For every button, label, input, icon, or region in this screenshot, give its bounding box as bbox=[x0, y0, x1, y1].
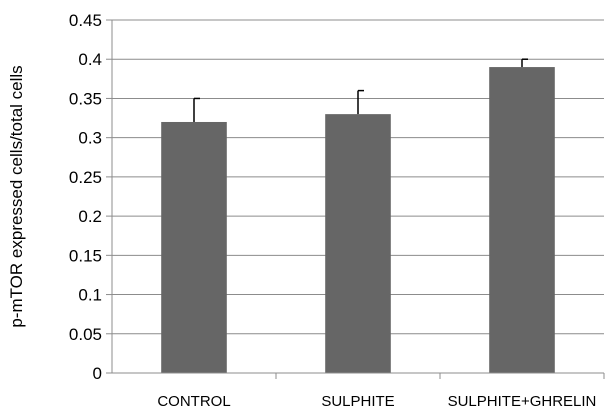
y-tick-label: 0.3 bbox=[78, 129, 102, 148]
bar bbox=[161, 121, 227, 373]
bars-group bbox=[161, 67, 555, 374]
x-tick-label: SULPHITE+GHRELIN bbox=[448, 393, 597, 410]
y-axis-title: p-mTOR expressed cells/total cells bbox=[7, 65, 26, 327]
x-tick-labels: CONTROL SULPHITE SULPHITE+GHRELIN bbox=[157, 393, 596, 410]
bar bbox=[325, 114, 391, 373]
y-tick-label: 0.25 bbox=[69, 168, 102, 187]
y-tick-label: 0.4 bbox=[78, 50, 102, 69]
error-bars-group bbox=[193, 58, 528, 122]
y-tick-labels: 0 0.05 0.1 0.15 0.2 0.25 0.3 0.35 0.4 0.45 bbox=[69, 11, 102, 383]
y-tick-label: 0.45 bbox=[69, 11, 102, 30]
x-tick-label: CONTROL bbox=[157, 393, 230, 410]
y-tick-label: 0.05 bbox=[69, 325, 102, 344]
y-tick-label: 0 bbox=[93, 364, 102, 383]
bar bbox=[489, 67, 555, 374]
x-tick-label: SULPHITE bbox=[321, 393, 394, 410]
y-tick-label: 0.2 bbox=[78, 207, 102, 226]
y-tick-label: 0.1 bbox=[78, 286, 102, 305]
y-tick-label: 0.15 bbox=[69, 246, 102, 265]
axes bbox=[106, 19, 605, 379]
y-tick-label: 0.35 bbox=[69, 89, 102, 108]
